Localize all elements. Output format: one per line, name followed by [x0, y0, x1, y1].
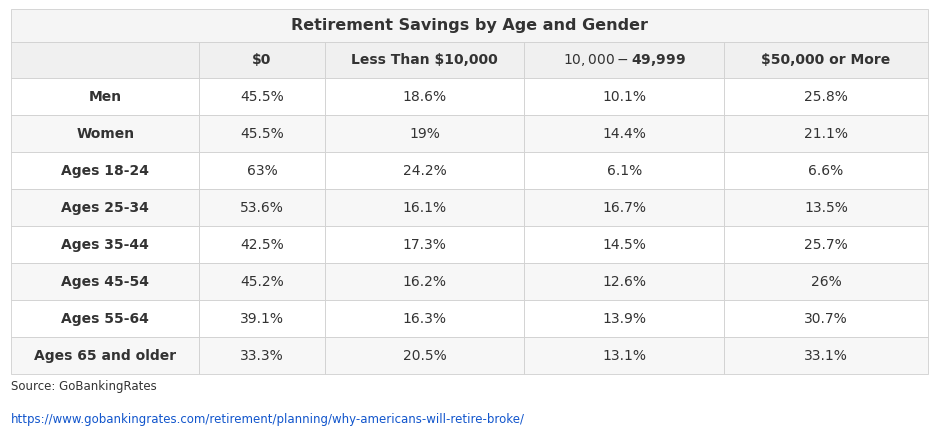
Bar — [325, 115, 525, 152]
Text: 6.1%: 6.1% — [607, 164, 642, 178]
Bar — [724, 263, 928, 300]
Bar — [724, 42, 928, 78]
Text: 17.3%: 17.3% — [403, 238, 447, 252]
Bar — [724, 189, 928, 226]
Bar — [525, 226, 724, 263]
Text: Source: GoBankingRates: Source: GoBankingRates — [11, 381, 157, 393]
Text: 18.6%: 18.6% — [403, 90, 447, 104]
Text: 13.9%: 13.9% — [603, 312, 646, 326]
Bar — [199, 78, 325, 115]
Bar — [325, 189, 525, 226]
Bar — [525, 42, 724, 78]
Bar — [11, 263, 199, 300]
Text: 33.1%: 33.1% — [804, 349, 848, 362]
Text: 6.6%: 6.6% — [808, 164, 843, 178]
Bar — [525, 115, 724, 152]
Bar — [11, 226, 199, 263]
Text: 21.1%: 21.1% — [804, 127, 848, 141]
Bar — [325, 300, 525, 337]
Text: 16.3%: 16.3% — [403, 312, 447, 326]
Text: Ages 35-44: Ages 35-44 — [61, 238, 149, 252]
Text: Ages 25-34: Ages 25-34 — [61, 201, 149, 215]
Bar — [199, 115, 325, 152]
Text: Retirement Savings by Age and Gender: Retirement Savings by Age and Gender — [291, 18, 648, 33]
Bar — [11, 9, 928, 42]
Text: Women: Women — [76, 127, 134, 141]
Bar — [525, 189, 724, 226]
Bar — [724, 300, 928, 337]
Text: 16.7%: 16.7% — [603, 201, 646, 215]
Text: 39.1%: 39.1% — [240, 312, 284, 326]
Text: 25.8%: 25.8% — [804, 90, 848, 104]
Bar — [724, 337, 928, 374]
Bar — [199, 263, 325, 300]
Text: 45.5%: 45.5% — [240, 127, 284, 141]
Bar — [325, 337, 525, 374]
Text: Ages 65 and older: Ages 65 and older — [34, 349, 177, 362]
Bar — [525, 263, 724, 300]
Bar — [325, 152, 525, 189]
Text: 24.2%: 24.2% — [403, 164, 446, 178]
Bar — [325, 78, 525, 115]
Bar — [724, 226, 928, 263]
Text: 53.6%: 53.6% — [240, 201, 284, 215]
Text: Ages 55-64: Ages 55-64 — [61, 312, 149, 326]
Text: 13.5%: 13.5% — [804, 201, 848, 215]
Text: 45.5%: 45.5% — [240, 90, 284, 104]
Text: Ages 45-54: Ages 45-54 — [61, 275, 149, 289]
Text: 45.2%: 45.2% — [240, 275, 284, 289]
Text: 14.4%: 14.4% — [603, 127, 646, 141]
Bar — [325, 226, 525, 263]
Bar — [199, 300, 325, 337]
Bar — [525, 152, 724, 189]
Bar — [199, 226, 325, 263]
Bar — [525, 337, 724, 374]
Bar — [11, 78, 199, 115]
Bar — [199, 42, 325, 78]
Bar — [11, 337, 199, 374]
Text: $0: $0 — [253, 53, 271, 67]
Text: 26%: 26% — [810, 275, 841, 289]
Bar — [199, 189, 325, 226]
Text: 16.2%: 16.2% — [403, 275, 447, 289]
Bar — [724, 152, 928, 189]
Text: 30.7%: 30.7% — [804, 312, 848, 326]
Text: 42.5%: 42.5% — [240, 238, 284, 252]
Bar — [11, 115, 199, 152]
Text: 13.1%: 13.1% — [603, 349, 646, 362]
Bar — [11, 189, 199, 226]
Bar — [525, 78, 724, 115]
Bar — [199, 337, 325, 374]
Bar — [11, 152, 199, 189]
Bar — [525, 300, 724, 337]
Text: https://www.gobankingrates.com/retirement/planning/why-americans-will-retire-bro: https://www.gobankingrates.com/retiremen… — [11, 413, 525, 426]
Text: 63%: 63% — [247, 164, 277, 178]
Text: 14.5%: 14.5% — [603, 238, 646, 252]
Text: $10,000-$49,999: $10,000-$49,999 — [562, 52, 685, 68]
Bar — [724, 115, 928, 152]
Bar — [325, 263, 525, 300]
Bar — [11, 42, 199, 78]
Text: 12.6%: 12.6% — [603, 275, 646, 289]
Text: $50,000 or More: $50,000 or More — [762, 53, 890, 67]
Text: Men: Men — [88, 90, 122, 104]
Text: Less Than $10,000: Less Than $10,000 — [351, 53, 498, 67]
Text: 19%: 19% — [409, 127, 440, 141]
Text: 10.1%: 10.1% — [603, 90, 646, 104]
Text: 16.1%: 16.1% — [403, 201, 447, 215]
Bar — [199, 152, 325, 189]
Text: Ages 18-24: Ages 18-24 — [61, 164, 149, 178]
Text: 25.7%: 25.7% — [804, 238, 848, 252]
Bar — [724, 78, 928, 115]
Bar — [11, 300, 199, 337]
Text: 33.3%: 33.3% — [240, 349, 284, 362]
Text: 20.5%: 20.5% — [403, 349, 446, 362]
Bar — [325, 42, 525, 78]
